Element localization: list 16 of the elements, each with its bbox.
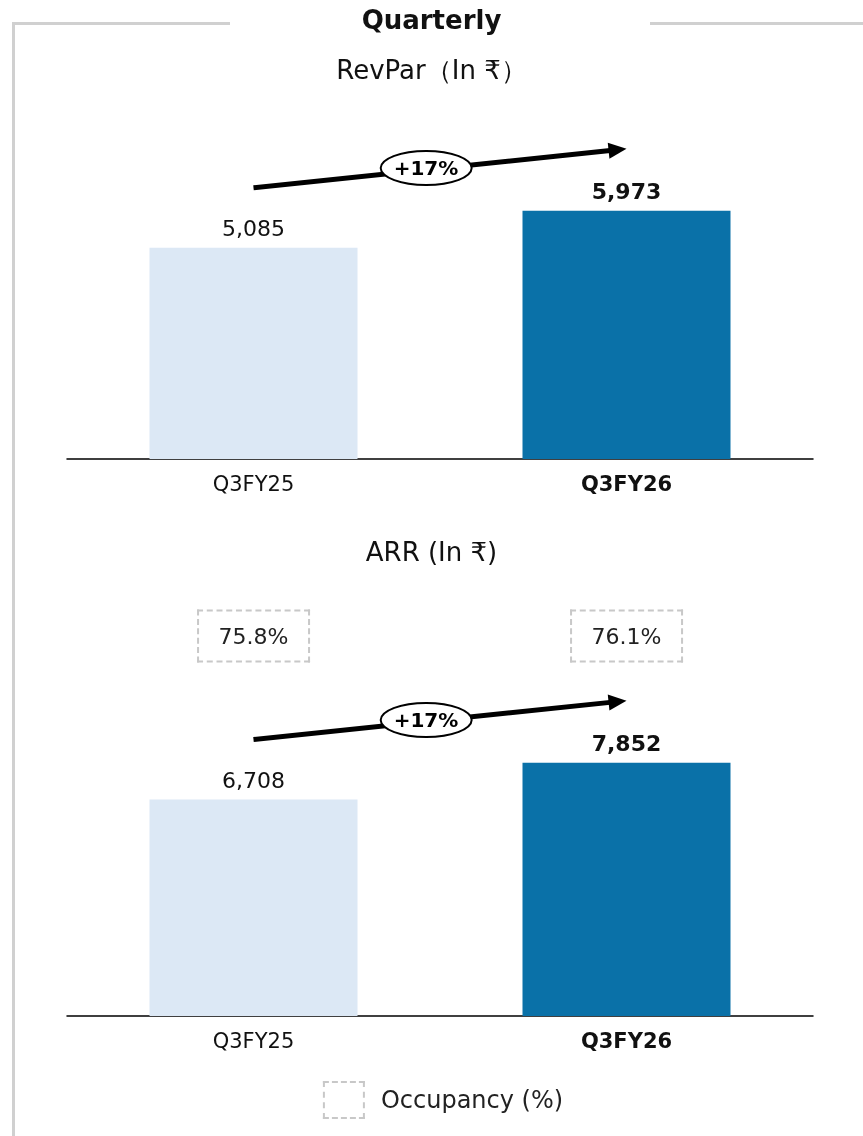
chart-subtitle: RevPar（In ₹） [336,55,527,85]
text: Occupancy (%) [380,1086,564,1114]
data-label: 5,085 [222,216,285,242]
data-label: 5,973 [591,179,662,205]
text: +17% [379,702,473,739]
text: 75.8% [196,609,311,663]
x-tick-label: Q3FY26 [580,1028,673,1053]
x-tick-label: Q3FY25 [212,471,295,496]
data-label: 7,852 [591,731,662,757]
text: +17% [379,150,473,187]
text: 76.1% [569,609,684,663]
data-label: 6,708 [222,768,285,794]
chart-title: ARR (In ₹) [365,537,498,567]
chart-title: Quarterly [361,5,502,35]
x-tick-label: Q3FY25 [212,1028,295,1053]
x-tick-label: Q3FY26 [580,471,673,496]
